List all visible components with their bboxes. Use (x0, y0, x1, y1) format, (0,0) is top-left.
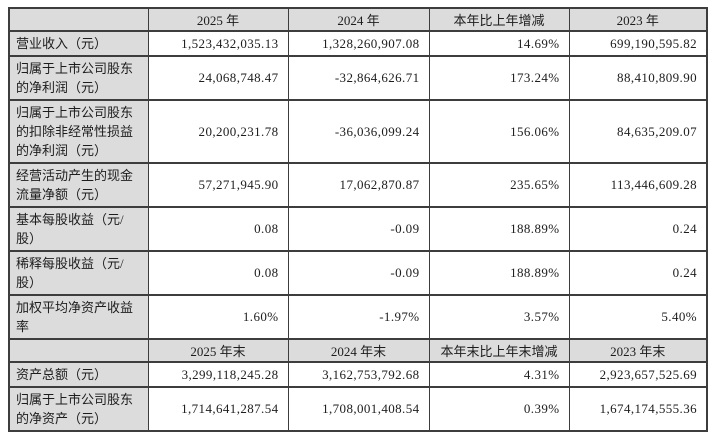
financial-summary-table-container: 2025 年 2024 年 本年比上年增减 2023 年 营业收入（元） 1,5… (8, 7, 708, 432)
value-cell: 20,200,231.78 (147, 99, 289, 164)
value-cell: 1,328,260,907.08 (287, 30, 430, 57)
financial-summary-table: 2025 年 2024 年 本年比上年增减 2023 年 营业收入（元） 1,5… (8, 7, 708, 432)
value-cell: 0.08 (147, 206, 289, 252)
column-header-2024-end: 2024 年末 (287, 338, 430, 363)
value-cell: 3.57% (428, 294, 570, 340)
table-row-basic-eps: 基本每股收益（元/股） 0.08 -0.09 188.89% 0.24 (8, 206, 708, 252)
value-cell: 699,190,595.82 (568, 30, 708, 57)
row-label: 基本每股收益（元/股） (8, 206, 149, 252)
value-cell: 14.69% (428, 30, 570, 57)
value-cell: 3,299,118,245.28 (147, 361, 289, 388)
column-header-2025-end: 2025 年末 (147, 338, 289, 363)
table-row-total-assets: 资产总额（元） 3,299,118,245.28 3,162,753,792.6… (8, 361, 708, 388)
value-cell: 4.31% (428, 361, 570, 388)
value-cell: 24,068,748.47 (147, 55, 289, 101)
row-label: 经营活动产生的现金流量净额（元） (8, 162, 149, 208)
row-label: 加权平均净资产收益率 (8, 294, 149, 340)
table-header-row-period-end: 2025 年末 2024 年末 本年末比上年末增减 2023 年末 (8, 338, 708, 363)
row-label: 归属于上市公司股东的扣除非经常性损益的净利润（元） (8, 99, 149, 164)
value-cell: 113,446,609.28 (568, 162, 708, 208)
table-row-diluted-eps: 稀释每股收益（元/股） 0.08 -0.09 188.89% 0.24 (8, 250, 708, 296)
column-header-2023-end: 2023 年末 (568, 338, 708, 363)
row-label: 营业收入（元） (8, 30, 149, 57)
value-cell: 0.24 (568, 206, 708, 252)
value-cell: -0.09 (287, 206, 430, 252)
table-row-net-profit-excl-nonrecurring: 归属于上市公司股东的扣除非经常性损益的净利润（元） 20,200,231.78 … (8, 99, 708, 164)
value-cell: -32,864,626.71 (287, 55, 430, 101)
column-header-2025: 2025 年 (147, 7, 289, 32)
row-label: 资产总额（元） (8, 361, 149, 388)
value-cell: 1,523,432,035.13 (147, 30, 289, 57)
row-label: 稀释每股收益（元/股） (8, 250, 149, 296)
value-cell: 3,162,753,792.68 (287, 361, 430, 388)
value-cell: 1.60% (147, 294, 289, 340)
column-header-empty (8, 7, 149, 32)
value-cell: -36,036,099.24 (287, 99, 430, 164)
column-header-2023: 2023 年 (568, 7, 708, 32)
value-cell: 0.39% (428, 386, 570, 432)
column-header-yoy-end-change: 本年末比上年末增减 (428, 338, 570, 363)
value-cell: 156.06% (428, 99, 570, 164)
table-row-operating-cash-flow: 经营活动产生的现金流量净额（元） 57,271,945.90 17,062,87… (8, 162, 708, 208)
value-cell: 88,410,809.90 (568, 55, 708, 101)
value-cell: 57,271,945.90 (147, 162, 289, 208)
table-row-revenue: 营业收入（元） 1,523,432,035.13 1,328,260,907.0… (8, 30, 708, 57)
value-cell: 0.08 (147, 250, 289, 296)
table-header-row-current-period: 2025 年 2024 年 本年比上年增减 2023 年 (8, 7, 708, 32)
value-cell: 188.89% (428, 250, 570, 296)
value-cell: 5.40% (568, 294, 708, 340)
value-cell: 84,635,209.07 (568, 99, 708, 164)
column-header-2024: 2024 年 (287, 7, 430, 32)
table-row-net-assets: 归属于上市公司股东的净资产（元） 1,714,641,287.54 1,708,… (8, 386, 708, 432)
value-cell: 1,714,641,287.54 (147, 386, 289, 432)
row-label: 归属于上市公司股东的净资产（元） (8, 386, 149, 432)
value-cell: 0.24 (568, 250, 708, 296)
value-cell: -0.09 (287, 250, 430, 296)
value-cell: 235.65% (428, 162, 570, 208)
value-cell: 1,674,174,555.36 (568, 386, 708, 432)
column-header-yoy-change: 本年比上年增减 (428, 7, 570, 32)
value-cell: 188.89% (428, 206, 570, 252)
table-row-net-profit: 归属于上市公司股东的净利润（元） 24,068,748.47 -32,864,6… (8, 55, 708, 101)
row-label: 归属于上市公司股东的净利润（元） (8, 55, 149, 101)
value-cell: 17,062,870.87 (287, 162, 430, 208)
value-cell: -1.97% (287, 294, 430, 340)
column-header-empty (8, 338, 149, 363)
table-row-weighted-avg-roe: 加权平均净资产收益率 1.60% -1.97% 3.57% 5.40% (8, 294, 708, 340)
value-cell: 173.24% (428, 55, 570, 101)
value-cell: 2,923,657,525.69 (568, 361, 708, 388)
value-cell: 1,708,001,408.54 (287, 386, 430, 432)
